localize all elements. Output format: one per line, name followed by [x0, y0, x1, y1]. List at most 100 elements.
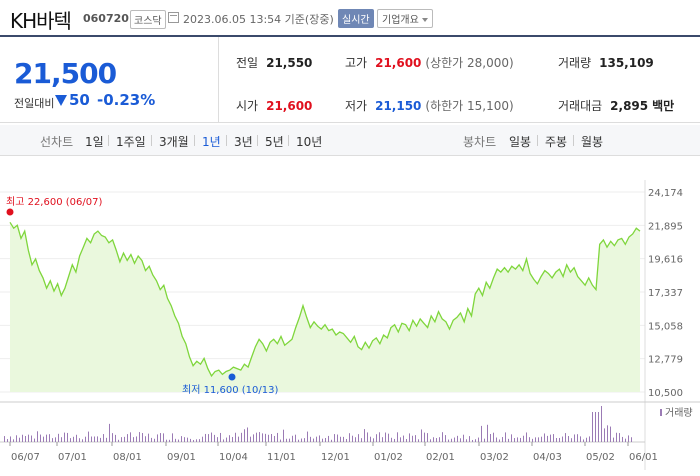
- y-tick-label: 17,337: [648, 288, 683, 299]
- volume-bar: [145, 436, 146, 442]
- price-chart[interactable]: 24,174 21,895 19,616 17,337 15,058 12,779 10,5…: [0, 180, 700, 476]
- volume-bar: [358, 434, 359, 442]
- volume-bar: [43, 436, 44, 442]
- y-tick-label: 10,500: [648, 388, 683, 399]
- y-tick-label: 15,058: [648, 321, 683, 332]
- volume-bar: [544, 433, 545, 442]
- volume-bar: [481, 425, 482, 442]
- period-1y[interactable]: 1년: [202, 135, 221, 149]
- volume-bar: [370, 436, 371, 442]
- volume-bar: [196, 439, 197, 442]
- volume-bar: [352, 435, 353, 442]
- volume-bar: [340, 436, 341, 442]
- period-3m[interactable]: 3개월: [159, 135, 189, 149]
- volume-bar: [277, 432, 278, 442]
- period-5y[interactable]: 5년: [265, 135, 284, 149]
- volume-bar: [409, 433, 410, 442]
- candle-monthly[interactable]: 월봉: [581, 135, 604, 149]
- volume-bar: [562, 436, 563, 442]
- volume-bar: [37, 431, 38, 442]
- candle-chart-label: 봉차트: [463, 135, 497, 149]
- volume-bar: [601, 406, 602, 442]
- volume-bar: [412, 435, 413, 442]
- volume-bar: [475, 439, 476, 442]
- company-info-dropdown[interactable]: 기업개요: [377, 9, 433, 28]
- period-3y[interactable]: 3년: [234, 135, 253, 149]
- price-line: [9, 221, 641, 378]
- volume-bar: [415, 435, 416, 442]
- volume-bar: [424, 432, 425, 442]
- volume-bar: [394, 438, 395, 442]
- stat-volume: 거래량 135,109: [558, 56, 654, 70]
- volume-bar: [613, 437, 614, 442]
- volume-bar: [73, 436, 74, 442]
- volume-bar: [88, 431, 89, 442]
- volume-bar: [19, 437, 20, 442]
- volume-bar: [16, 435, 17, 442]
- x-tick-label: 06/07: [11, 452, 40, 463]
- y-tick-label: 21,895: [648, 221, 683, 232]
- x-tick-label: 05/02: [586, 452, 615, 463]
- stat-high: 고가 21,600 (상한가 28,000): [345, 56, 514, 70]
- volume-bar: [157, 434, 158, 442]
- volume-bar: [607, 425, 608, 442]
- volume-bar: [22, 434, 23, 442]
- period-1d[interactable]: 1일: [85, 135, 104, 149]
- volume-bar: [583, 439, 584, 442]
- volume-bar: [214, 434, 215, 442]
- volume-bar: [148, 433, 149, 442]
- realtime-button[interactable]: 실시간: [338, 9, 374, 28]
- volume-bar: [328, 435, 329, 442]
- volume-bar: [586, 437, 587, 442]
- volume-bar: [202, 436, 203, 442]
- volume-bar: [163, 433, 164, 442]
- volume-bar: [472, 439, 473, 442]
- volume-bar: [109, 423, 110, 442]
- period-10y[interactable]: 10년: [296, 135, 323, 149]
- period-1w[interactable]: 1주일: [116, 135, 146, 149]
- candle-weekly[interactable]: 주봉: [545, 135, 568, 149]
- volume-bar: [310, 436, 311, 442]
- x-tick-label: 03/02: [480, 452, 509, 463]
- volume-bar: [193, 439, 194, 442]
- volume-bar: [628, 435, 629, 442]
- volume-bar: [529, 437, 530, 442]
- volume-bar: [523, 435, 524, 442]
- volume-bar: [256, 432, 257, 442]
- volume-bar: [160, 433, 161, 442]
- volume-bar: [286, 438, 287, 442]
- candle-daily[interactable]: 일봉: [509, 135, 532, 149]
- volume-bar: [334, 434, 335, 442]
- volume-bar: [61, 437, 62, 442]
- volume-bar: [238, 436, 239, 442]
- volume-bar: [331, 439, 332, 442]
- volume-bar: [418, 439, 419, 442]
- y-tick-label: 19,616: [648, 255, 683, 266]
- volume-bar: [388, 433, 389, 442]
- volume-bar: [247, 427, 248, 442]
- volume-bar: [4, 436, 5, 442]
- volume-bar: [466, 439, 467, 442]
- volume-bar: [406, 439, 407, 442]
- volume-bar: [52, 438, 53, 442]
- volume-bar: [301, 438, 302, 442]
- x-tick-label: 02/01: [426, 452, 455, 463]
- company-info-label: 기업개요: [382, 15, 419, 26]
- volume-bar: [133, 437, 134, 442]
- volume-bar: [79, 438, 80, 442]
- volume-bar: [568, 436, 569, 442]
- stock-name: KH바텍: [10, 9, 72, 33]
- volume-bar: [448, 439, 449, 442]
- price-summary: 21,500 전일대비 50 -0.23% 전일 21,550 고가 21,600(…: [0, 35, 700, 123]
- volume-bar: [250, 436, 251, 442]
- volume-bar: [76, 434, 77, 442]
- volume-bar: [241, 432, 242, 442]
- volume-bar: [451, 438, 452, 442]
- volume-bar: [178, 439, 179, 442]
- volume-bar: [229, 435, 230, 442]
- volume-bar: [280, 439, 281, 442]
- volume-bar: [571, 438, 572, 442]
- volume-bar: [289, 438, 290, 442]
- volume-bar: [631, 437, 632, 442]
- quote-datetime: 2023.06.05 13:54 기준(장중): [183, 13, 334, 26]
